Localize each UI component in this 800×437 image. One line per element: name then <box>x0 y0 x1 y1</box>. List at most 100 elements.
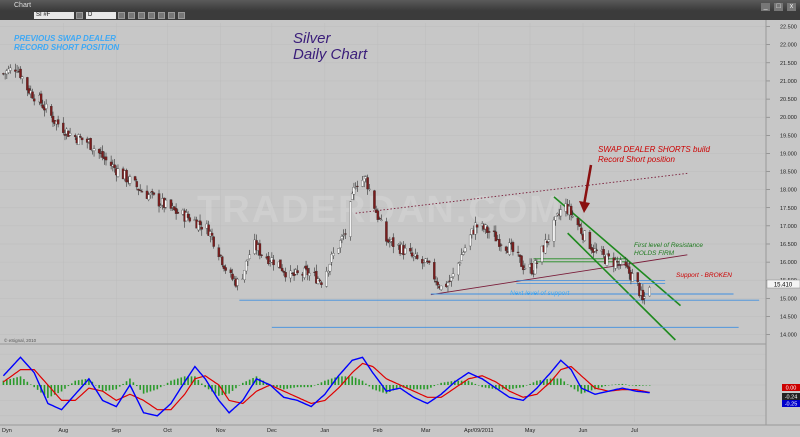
macd-histogram-bar <box>474 383 477 385</box>
minimize-button[interactable]: _ <box>761 3 771 11</box>
macd-histogram-bar <box>19 376 22 385</box>
copyright-text: © eSignal, 2010 <box>4 337 37 343</box>
macd-histogram-bar <box>286 385 289 389</box>
candle-down <box>492 230 496 233</box>
close-button[interactable]: x <box>787 3 796 11</box>
candle-down <box>595 249 598 251</box>
candle-down <box>39 93 43 104</box>
macd-histogram-bar <box>412 385 415 390</box>
candle-up <box>197 221 200 231</box>
macd-histogram-bar <box>303 385 306 388</box>
toolbar-button-3[interactable] <box>148 12 155 19</box>
prev-swap-label-line2: RECORD SHORT POSITION <box>14 43 119 52</box>
candle-down <box>588 231 592 249</box>
candle-up <box>556 213 559 216</box>
macd-histogram-bar <box>262 380 265 385</box>
candle-up <box>354 187 357 189</box>
macd-histogram-bar <box>611 384 613 386</box>
macd-histogram-bar <box>57 385 59 394</box>
macd-oscillator <box>2 356 651 417</box>
candle-down <box>125 169 128 183</box>
interval-input[interactable]: D <box>86 12 116 19</box>
candle-up <box>7 68 10 73</box>
macd-histogram-bar <box>628 385 631 386</box>
chart-area[interactable]: TRADERDAN.COM 22.500 22.000 21.500 21.000 20… <box>0 20 800 437</box>
macd-histogram-bar <box>536 380 538 385</box>
candle-down <box>433 262 436 280</box>
candle-down <box>378 217 381 220</box>
macd-histogram-bar <box>416 385 418 390</box>
macd-histogram-bar <box>563 381 566 385</box>
candle-down <box>344 233 347 235</box>
macd-histogram-bar <box>125 381 128 385</box>
candle-down <box>50 106 53 116</box>
price-candles <box>2 63 651 305</box>
candle-up <box>246 259 250 262</box>
candle-up <box>450 277 453 282</box>
candle-down <box>186 213 190 218</box>
macd-histogram-bar <box>443 382 446 385</box>
candle-up <box>619 259 622 265</box>
macd-histogram-bar <box>337 376 340 385</box>
candle-down <box>284 272 287 278</box>
symbol-input[interactable]: SI #F <box>34 12 74 19</box>
macd-histogram-bar <box>395 385 398 389</box>
candle-up <box>380 219 383 222</box>
macd-histogram-bar <box>214 385 217 394</box>
candle-down <box>198 220 202 226</box>
candle-down <box>448 280 451 282</box>
candle-up <box>342 235 345 237</box>
macd-histogram-bar <box>399 385 401 388</box>
macd-histogram-bar <box>105 385 107 391</box>
candle-down <box>494 231 498 242</box>
candle-down <box>279 259 282 269</box>
macd-histogram-bar <box>259 378 261 385</box>
candle-down <box>157 193 161 207</box>
toolbar-button-2[interactable] <box>138 12 145 19</box>
macd-histogram-bar <box>228 385 230 394</box>
interval-dropdown-button[interactable] <box>118 12 125 19</box>
macd-histogram-bar <box>190 376 193 385</box>
macd-histogram-bar <box>382 385 384 393</box>
candle-up <box>463 247 467 252</box>
maximize-button[interactable]: □ <box>774 3 784 11</box>
candle-down <box>296 270 299 274</box>
macd-signal-line <box>3 362 650 411</box>
bottom-left-tag: Dyn <box>2 428 12 434</box>
macd-histogram-bar <box>81 379 83 385</box>
candle-down <box>530 263 534 275</box>
candle-down <box>366 177 369 190</box>
toolbar-button-4[interactable] <box>158 12 165 19</box>
candle-down <box>26 77 29 91</box>
candle-down <box>135 181 139 188</box>
candle-down <box>315 270 318 284</box>
candle-down <box>200 226 204 230</box>
macd-histogram-bar <box>231 385 234 391</box>
candle-up <box>77 134 80 145</box>
candle-up <box>368 188 371 190</box>
macd-histogram-bar <box>491 385 494 389</box>
macd-histogram-bar <box>170 380 172 385</box>
candle-down <box>272 259 275 266</box>
price-tick-label: 16.000 <box>780 260 797 266</box>
toolbar-button-1[interactable] <box>128 12 135 19</box>
macd-histogram-bar <box>33 385 35 388</box>
chart-title-line2: Daily Chart <box>293 46 368 63</box>
candle-up <box>474 222 477 235</box>
symbol-dropdown-button[interactable] <box>76 12 83 19</box>
macd-histogram-bar <box>211 385 213 392</box>
macd-histogram-bar <box>433 385 436 387</box>
candle-down <box>32 98 36 102</box>
candle-down <box>385 221 388 242</box>
toolbar-button-6[interactable] <box>178 12 185 19</box>
candle-up <box>236 278 239 286</box>
macd-histogram-bar <box>358 379 360 385</box>
candle-down <box>521 265 525 271</box>
candle-up <box>116 168 120 177</box>
macd-histogram-bar <box>6 379 8 385</box>
candle-down <box>602 249 605 255</box>
toolbar-button-5[interactable] <box>168 12 175 19</box>
macd-histogram-bar <box>330 378 333 385</box>
macd-histogram-bar <box>194 376 196 385</box>
candle-down <box>415 254 419 259</box>
